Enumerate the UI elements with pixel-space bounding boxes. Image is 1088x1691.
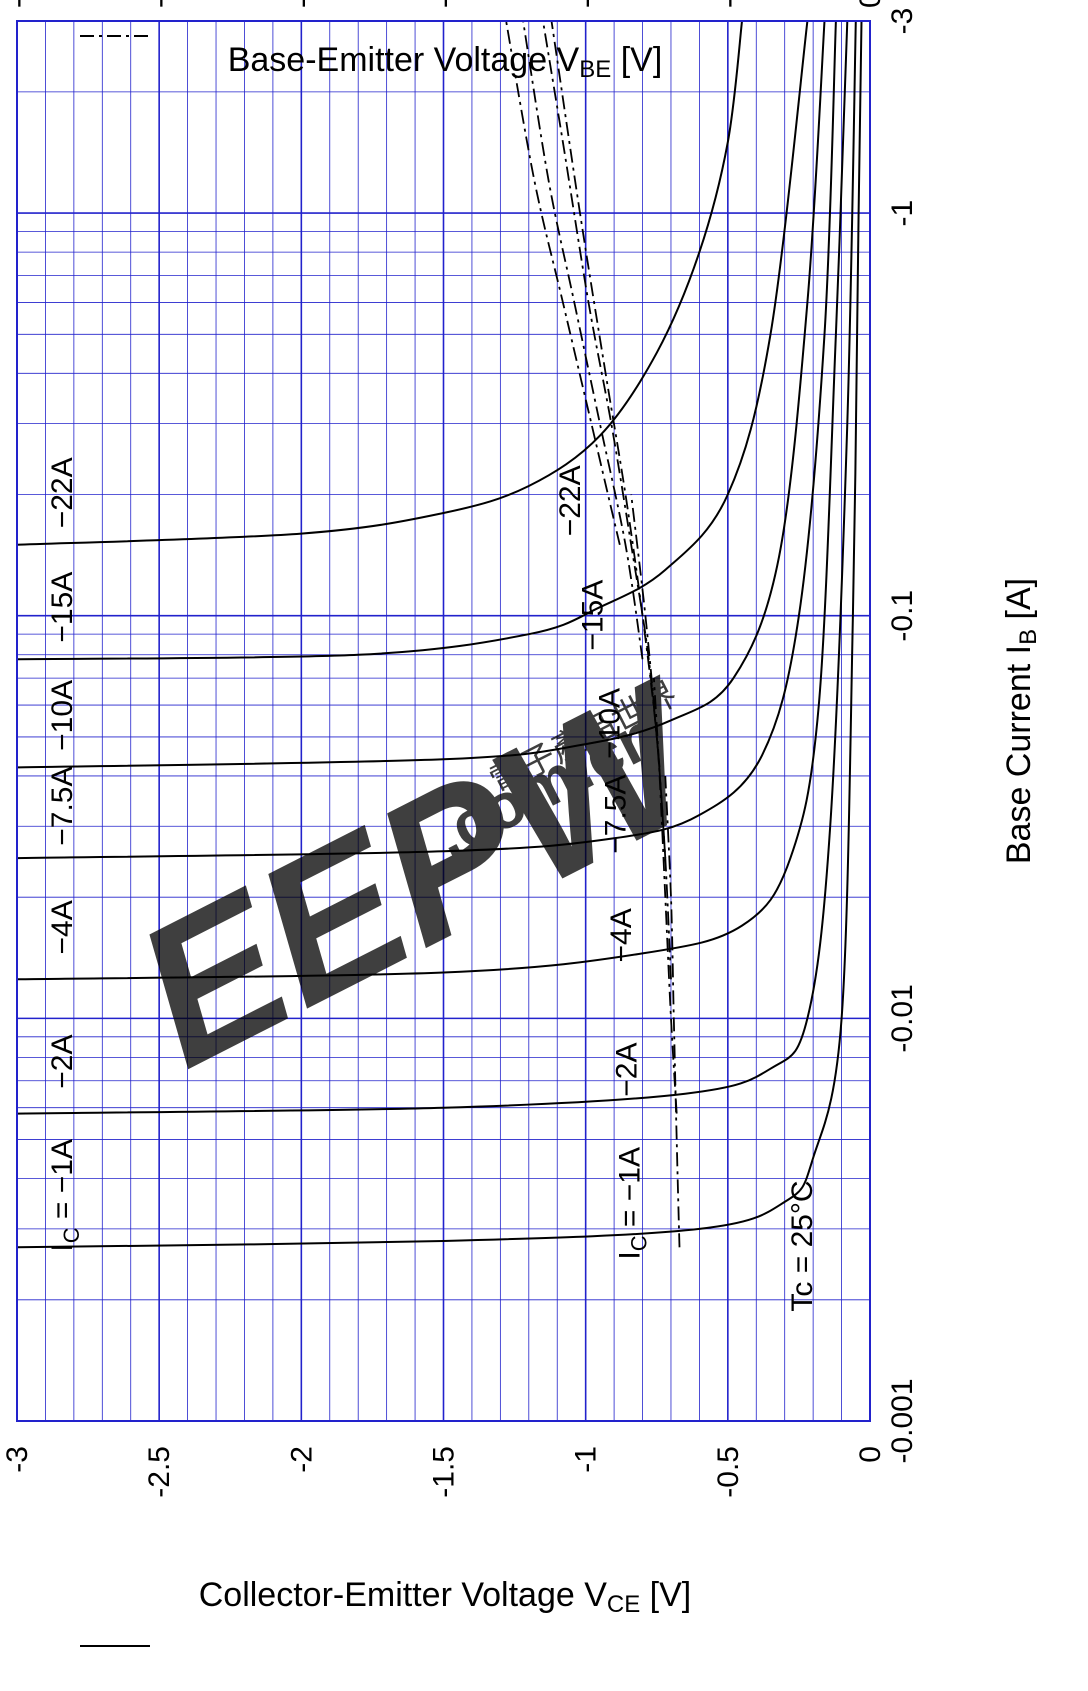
vce-series-label: IC = −1A	[46, 1139, 84, 1252]
vbe-curve-m4	[630, 494, 672, 980]
vce-series-label: −2A	[46, 1035, 79, 1089]
vbe-curve-m1	[664, 775, 681, 1248]
vbe-series-label: −22A	[554, 465, 587, 536]
y-right-tick-label: -1.5	[428, 0, 461, 8]
vbe-curves	[505, 20, 681, 1248]
vce-curve-m10	[16, 20, 826, 769]
vbe-curve-m10	[542, 20, 661, 768]
vbe-series-label: −2A	[611, 1043, 644, 1097]
plot-frame	[16, 20, 871, 1422]
temperature-annotation: Tc = 25°C	[786, 1180, 819, 1311]
vce-curves	[16, 20, 863, 1249]
vce-series-label: −4A	[46, 900, 79, 954]
x-tick-label: -0.1	[886, 590, 919, 642]
y-left-tick-label: -1	[570, 1446, 603, 1473]
vce-series-label: −22A	[46, 457, 79, 528]
vce-series-label: −15A	[46, 572, 79, 643]
vbe-series-label: −7.5A	[599, 775, 632, 854]
y-right-axis-title: Base-Emitter Voltage VBE [V]	[228, 41, 663, 83]
vce-series-label: −7.5A	[46, 767, 79, 846]
vbe-series-label: −4A	[605, 908, 638, 962]
axis-titles: Base Current IB [A] Collector-Emitter Vol…	[80, 35, 1042, 1647]
y-left-tick-label: -2	[285, 1446, 318, 1473]
vbe-series-label: −10A	[594, 688, 627, 759]
y-right-tick-label: -1	[570, 0, 603, 8]
vce-curve-m4	[16, 20, 849, 981]
y-left-tick-label: 0	[854, 1446, 887, 1463]
grid-layer	[17, 20, 870, 1422]
rotated-plot-group: -0.001-0.01-0.1-1-30-0.5-1-1.5-2-2.5-30-…	[1, 0, 1042, 1647]
vce-curve-m1	[16, 20, 863, 1249]
x-tick-label: -0.01	[886, 984, 919, 1052]
y-right-tick-label: -2	[285, 0, 318, 8]
vbe-series-label: −15A	[577, 580, 610, 651]
y-left-tick-label: -2.5	[143, 1446, 176, 1498]
y-right-tick-label: -3	[1, 0, 34, 8]
y-right-tick-label: -2.5	[143, 0, 176, 8]
x-axis-title: Base Current IB [A]	[1000, 578, 1042, 864]
vce-curve-m2	[16, 20, 857, 1115]
y-left-tick-label: -1.5	[428, 1446, 461, 1498]
y-left-tick-label: -3	[1, 1446, 34, 1473]
vce-curve-m7_5	[16, 20, 837, 860]
x-tick-label: -1	[886, 200, 919, 227]
vbe-curve-m15	[522, 20, 644, 660]
vbe-series-label: IC = −1A	[613, 1147, 651, 1260]
y-left-axis-title: Collector-Emitter Voltage VCE [V]	[199, 1576, 692, 1618]
y-right-tick-label: 0	[854, 0, 887, 8]
y-right-tick-label: -0.5	[712, 0, 745, 8]
y-left-tick-label: -0.5	[712, 1446, 745, 1498]
x-tick-label: -3	[886, 8, 919, 35]
vbe-curve-m22	[505, 20, 621, 546]
vce-curve-m15	[16, 20, 809, 661]
vce-curve-m22	[16, 20, 743, 546]
tick-labels: -0.001-0.01-0.1-1-30-0.5-1-1.5-2-2.5-30-…	[1, 0, 919, 1498]
series-labels: IC = −1A −2A −4A −7.5A −10A −15A −22A IC = −1A −…	[46, 457, 819, 1311]
x-tick-label: -0.001	[886, 1378, 919, 1463]
vce-series-label: −10A	[46, 680, 79, 751]
